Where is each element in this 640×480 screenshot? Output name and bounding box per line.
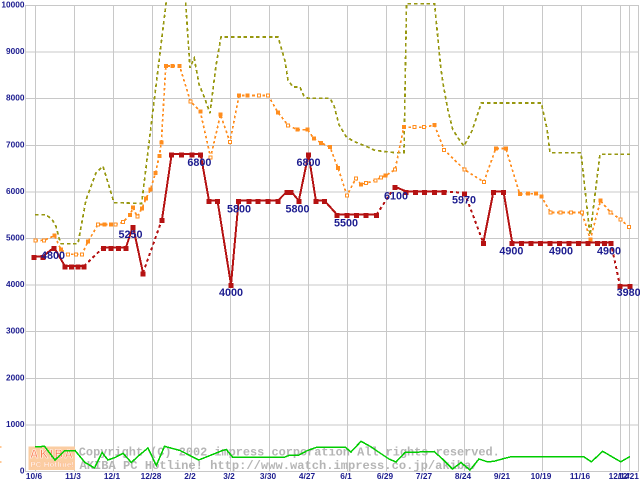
svg-text:5970: 5970	[452, 195, 476, 207]
svg-text:4000: 4000	[219, 287, 243, 299]
svg-text:12/28: 12/28	[141, 471, 162, 480]
svg-text:4900: 4900	[549, 245, 573, 257]
svg-text:6/1: 6/1	[340, 471, 352, 480]
svg-text:12/1: 12/1	[104, 471, 121, 480]
svg-text:3000: 3000	[6, 326, 25, 336]
svg-text:4800: 4800	[41, 250, 65, 262]
svg-text:2/2: 2/2	[184, 471, 196, 480]
svg-text:11/16: 11/16	[570, 471, 591, 480]
svg-text:Copyright (C) 2002 impress cor: Copyright (C) 2002 impress corporation A…	[79, 446, 500, 460]
svg-text:4/27: 4/27	[299, 471, 316, 480]
svg-text:12/21: 12/21	[618, 471, 639, 480]
svg-text:6800: 6800	[187, 157, 211, 169]
svg-text:12/14: 12/14	[609, 471, 630, 480]
svg-text:6000: 6000	[6, 186, 25, 196]
svg-text:4000: 4000	[6, 279, 25, 289]
svg-text:4900: 4900	[499, 245, 523, 257]
svg-text:AKIBA PC Hotline! http://www.w: AKIBA PC Hotline! http://www.watch.impre…	[80, 459, 479, 473]
svg-text:PC Hotline!: PC Hotline!	[31, 460, 75, 469]
svg-text:6/29: 6/29	[377, 471, 394, 480]
svg-text:9000: 9000	[6, 46, 25, 56]
svg-text:0: 0	[20, 466, 25, 476]
svg-text:3/30: 3/30	[260, 471, 277, 480]
svg-text:3980: 3980	[617, 287, 640, 299]
svg-text:5800: 5800	[227, 203, 251, 215]
svg-text:7000: 7000	[6, 139, 25, 149]
svg-text:6100: 6100	[384, 190, 408, 202]
svg-text:8000: 8000	[6, 93, 25, 103]
svg-text:7/27: 7/27	[416, 471, 433, 480]
svg-text:1000: 1000	[6, 419, 25, 429]
svg-text:8/24: 8/24	[455, 471, 472, 480]
svg-text:10/6: 10/6	[26, 471, 43, 480]
svg-text:10000: 10000	[1, 0, 24, 10]
svg-text:5500: 5500	[334, 217, 358, 229]
svg-text:5000: 5000	[6, 233, 25, 243]
svg-text:3/2: 3/2	[223, 471, 235, 480]
svg-text:9/21: 9/21	[494, 471, 511, 480]
svg-text:4900: 4900	[597, 245, 621, 257]
svg-text:2000: 2000	[6, 372, 25, 382]
svg-text:10/19: 10/19	[531, 471, 552, 480]
svg-text:5800: 5800	[285, 203, 309, 215]
svg-text:6800: 6800	[296, 157, 320, 169]
svg-text:11/3: 11/3	[65, 471, 81, 480]
svg-text:5250: 5250	[118, 229, 142, 241]
